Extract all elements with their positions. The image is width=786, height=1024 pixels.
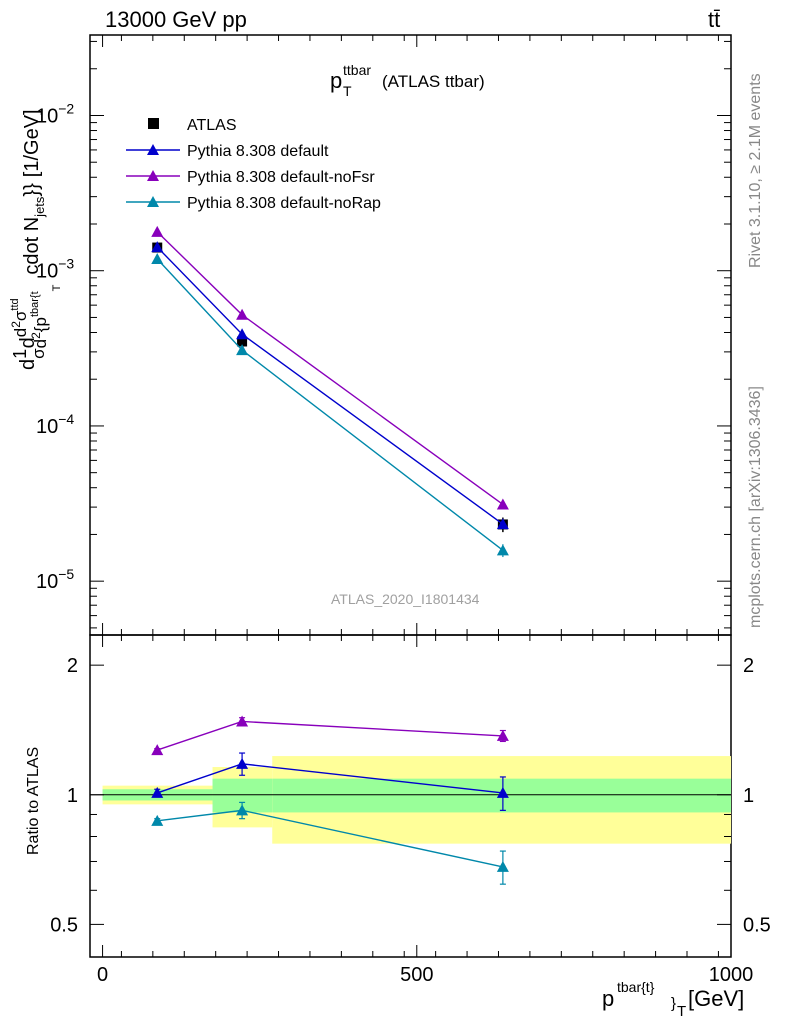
ratio-point-noFsr: [236, 715, 249, 727]
analysis-id: ATLAS_2020_I1801434: [331, 591, 480, 607]
ratio-y-axis-label: Ratio to ATLAS: [25, 747, 42, 855]
ylabel-part: }}: [21, 183, 43, 197]
ratio-point-noFsr: [151, 744, 164, 756]
axis-ticks: 0 500 1000 10−2 10−3 10−4 10−5 0.5 0.5 1 1 2 2: [36, 35, 771, 986]
legend-label-noRap: Pythia 8.308 default-noRap: [187, 195, 381, 212]
xlabel-unit: [GeV]: [688, 986, 744, 1011]
plot-title-rest: (ATLAS ttbar): [382, 72, 485, 91]
ylabel-part: d: [17, 359, 39, 370]
series-point-default: [151, 241, 164, 253]
y-tick-label: 10−2: [36, 100, 74, 127]
mcplots-label: mcplots.cern.ch [arXiv:1306.3436]: [747, 386, 764, 628]
x-axis-label: p tbar{t} } T [GeV]: [602, 979, 744, 1020]
ratio-point-noRap: [236, 804, 249, 816]
legend-label-noFsr: Pythia 8.308 default-noFsr: [187, 169, 375, 186]
ylabel-part: σ: [11, 310, 30, 321]
ratio-y-tick-label-right: 1: [743, 785, 754, 807]
legend-label-data: ATLAS: [187, 117, 237, 134]
x-tick-label: 500: [400, 964, 433, 986]
xlabel-sup: tbar{t}: [617, 979, 655, 995]
main-y-axis-label: d1σdd2σttdd2{ptbar{tTcdot Njets}}[1/GeV]: [9, 109, 63, 370]
ratio-y-tick-label: 0.5: [50, 914, 78, 936]
ylabel-part: 2: [9, 321, 23, 328]
series-line-default: [156, 246, 504, 525]
ylabel-part: d: [31, 339, 50, 348]
legend-marker-data: [148, 118, 159, 129]
data-point: [237, 336, 248, 347]
legend: ATLAS Pythia 8.308 default Pythia 8.308 de…: [126, 117, 381, 212]
ratio-point-noFsr: [496, 729, 509, 741]
ylabel-part: ttd: [9, 298, 21, 310]
xlabel-main: p: [602, 986, 614, 1011]
series-point-noFsr: [151, 225, 164, 237]
ylabel-part: d: [11, 328, 30, 337]
xlabel-sub: }: [671, 995, 676, 1012]
ylabel-part: cdot N: [21, 217, 43, 275]
ratio-line-noFsr: [157, 720, 503, 751]
process-label: tt̄: [708, 7, 720, 32]
plot-title-sup: ttbar: [343, 62, 371, 78]
ratio-point-default: [496, 786, 509, 798]
ratio-y-tick-label-right: 2: [743, 655, 754, 677]
ratio-uncertainty-bands: [90, 756, 731, 844]
series-point-default: [236, 328, 249, 340]
ratio-point-noRap: [496, 860, 509, 872]
ylabel-part: 2: [29, 332, 43, 339]
legend-marker-noFsr: [147, 170, 159, 181]
rivet-label: Rivet 3.1.10, ≥ 2.1M events: [747, 73, 764, 268]
series-line-noFsr: [156, 231, 504, 506]
y-tick-label: 10−5: [36, 566, 74, 593]
series-line-noRap: [156, 258, 504, 551]
ratio-point-noRap: [151, 814, 164, 826]
ylabel-part: T: [51, 284, 63, 291]
legend-label-default: Pythia 8.308 default: [187, 143, 329, 160]
ylabel-part: jets: [32, 196, 47, 218]
plot-title-sub: T: [343, 83, 352, 99]
ratio-point-default: [151, 786, 164, 798]
ylabel-part: tbar{t: [29, 291, 41, 317]
series-point-noRap: [151, 252, 164, 264]
ylabel-part: 1: [10, 349, 30, 359]
series-point-noRap: [236, 344, 249, 356]
ratio-y-tick-label: 2: [67, 655, 78, 677]
legend-marker-noRap: [147, 196, 159, 207]
y-tick-label: 10−3: [36, 256, 74, 283]
ratio-y-tick-label: 1: [67, 785, 78, 807]
x-tick-label: 0: [97, 964, 108, 986]
series-point-noFsr: [236, 308, 249, 320]
chart-series: [151, 225, 509, 885]
ylabel-part: [1/GeV]: [21, 109, 43, 177]
series-point-noRap: [496, 544, 509, 556]
svg-text:d1σdd2σttdd2{ptbar{tTcdot Njet: d1σdd2σttdd2{ptbar{tTcdot Njets}}[1/GeV]: [9, 109, 63, 370]
ylabel-part: d: [17, 337, 39, 348]
legend-marker-default: [147, 144, 159, 155]
ylabel-part: {p: [31, 317, 50, 332]
plot-title-main: p: [330, 68, 342, 93]
xlabel-sub2: T: [677, 1003, 686, 1020]
plot-title: p ttbar T (ATLAS ttbar): [330, 62, 485, 99]
beam-label: 13000 GeV pp: [105, 7, 247, 32]
series-point-default: [496, 518, 509, 530]
ylabel-part: σ: [29, 348, 48, 359]
series-point-noFsr: [496, 498, 509, 510]
ratio-y-tick-label-right: 0.5: [743, 914, 771, 936]
x-tick-label: 1000: [709, 964, 754, 986]
ratio-point-default: [236, 757, 249, 769]
y-tick-label: 10−4: [36, 411, 74, 438]
